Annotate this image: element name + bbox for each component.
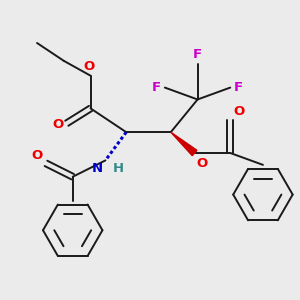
Text: O: O xyxy=(31,149,42,162)
Text: O: O xyxy=(52,118,63,131)
Polygon shape xyxy=(171,132,197,156)
Text: F: F xyxy=(152,81,161,94)
Text: N: N xyxy=(91,162,102,175)
Text: F: F xyxy=(234,81,243,94)
Text: H: H xyxy=(113,162,124,175)
Text: O: O xyxy=(233,105,244,118)
Text: F: F xyxy=(193,48,202,62)
Text: O: O xyxy=(83,60,95,73)
Text: O: O xyxy=(196,157,207,169)
